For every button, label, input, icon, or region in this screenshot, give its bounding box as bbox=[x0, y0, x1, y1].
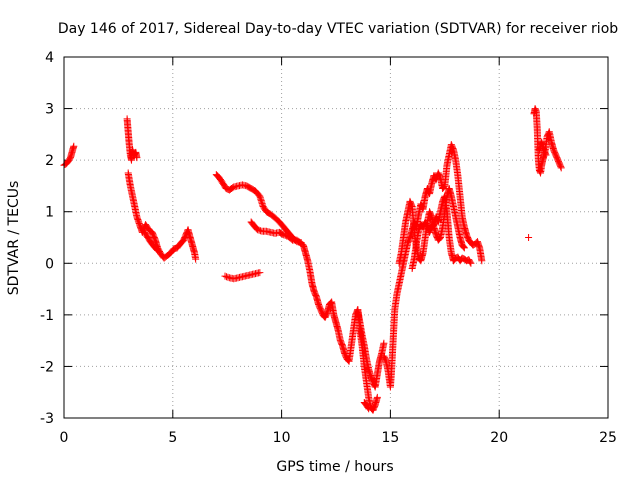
y-tick-label: -2 bbox=[40, 359, 54, 375]
data-point bbox=[557, 164, 565, 172]
data-point bbox=[254, 226, 262, 234]
y-tick-label: 3 bbox=[45, 102, 54, 118]
plot-frame bbox=[63, 56, 609, 419]
y-tick-label: 0 bbox=[45, 256, 54, 272]
x-tick-label: 15 bbox=[381, 430, 399, 446]
x-tick-label: 20 bbox=[490, 430, 508, 446]
data-point bbox=[542, 151, 550, 159]
data-point bbox=[435, 235, 443, 243]
x-tick-label: 0 bbox=[60, 430, 69, 446]
data-point bbox=[466, 258, 474, 266]
data-point bbox=[256, 269, 264, 277]
data-point bbox=[257, 227, 265, 235]
data-point bbox=[460, 244, 468, 252]
data-point bbox=[152, 245, 160, 253]
data-point bbox=[222, 273, 230, 281]
data-point bbox=[467, 259, 475, 267]
data-point bbox=[478, 257, 486, 265]
y-tick-label: 4 bbox=[45, 50, 54, 66]
y-tick-label: -3 bbox=[40, 411, 54, 427]
data-point bbox=[460, 243, 468, 251]
y-tick-label: -1 bbox=[40, 308, 54, 324]
data-point bbox=[428, 222, 436, 230]
y-axis-label: SDTVAR / TECUs bbox=[6, 181, 22, 296]
data-point bbox=[525, 234, 533, 241]
x-tick-label: 25 bbox=[599, 430, 617, 446]
data-point bbox=[153, 245, 161, 253]
data-point bbox=[221, 272, 229, 280]
data-point bbox=[541, 150, 549, 158]
x-tick-label: 10 bbox=[273, 430, 291, 446]
y-tick-label: 2 bbox=[45, 153, 54, 169]
data-point bbox=[70, 142, 78, 150]
data-point bbox=[281, 231, 289, 239]
chart-title: Day 146 of 2017, Sidereal Day-to-day VTE… bbox=[58, 21, 618, 37]
data-point bbox=[459, 242, 467, 250]
x-axis-label: GPS time / hours bbox=[276, 459, 393, 475]
data-point bbox=[255, 226, 263, 234]
data-point bbox=[192, 255, 200, 263]
data-point bbox=[280, 231, 288, 239]
data-point bbox=[133, 154, 141, 162]
data-point bbox=[154, 246, 162, 254]
data-point bbox=[557, 163, 565, 171]
y-tick-label: 1 bbox=[45, 205, 54, 221]
data-point bbox=[439, 184, 447, 192]
data-point bbox=[373, 393, 381, 401]
data-point bbox=[380, 339, 388, 347]
data-point bbox=[224, 273, 232, 281]
data-point bbox=[365, 405, 373, 413]
data-point bbox=[364, 404, 372, 412]
x-tick-label: 5 bbox=[168, 430, 177, 446]
data-marks bbox=[60, 105, 565, 414]
